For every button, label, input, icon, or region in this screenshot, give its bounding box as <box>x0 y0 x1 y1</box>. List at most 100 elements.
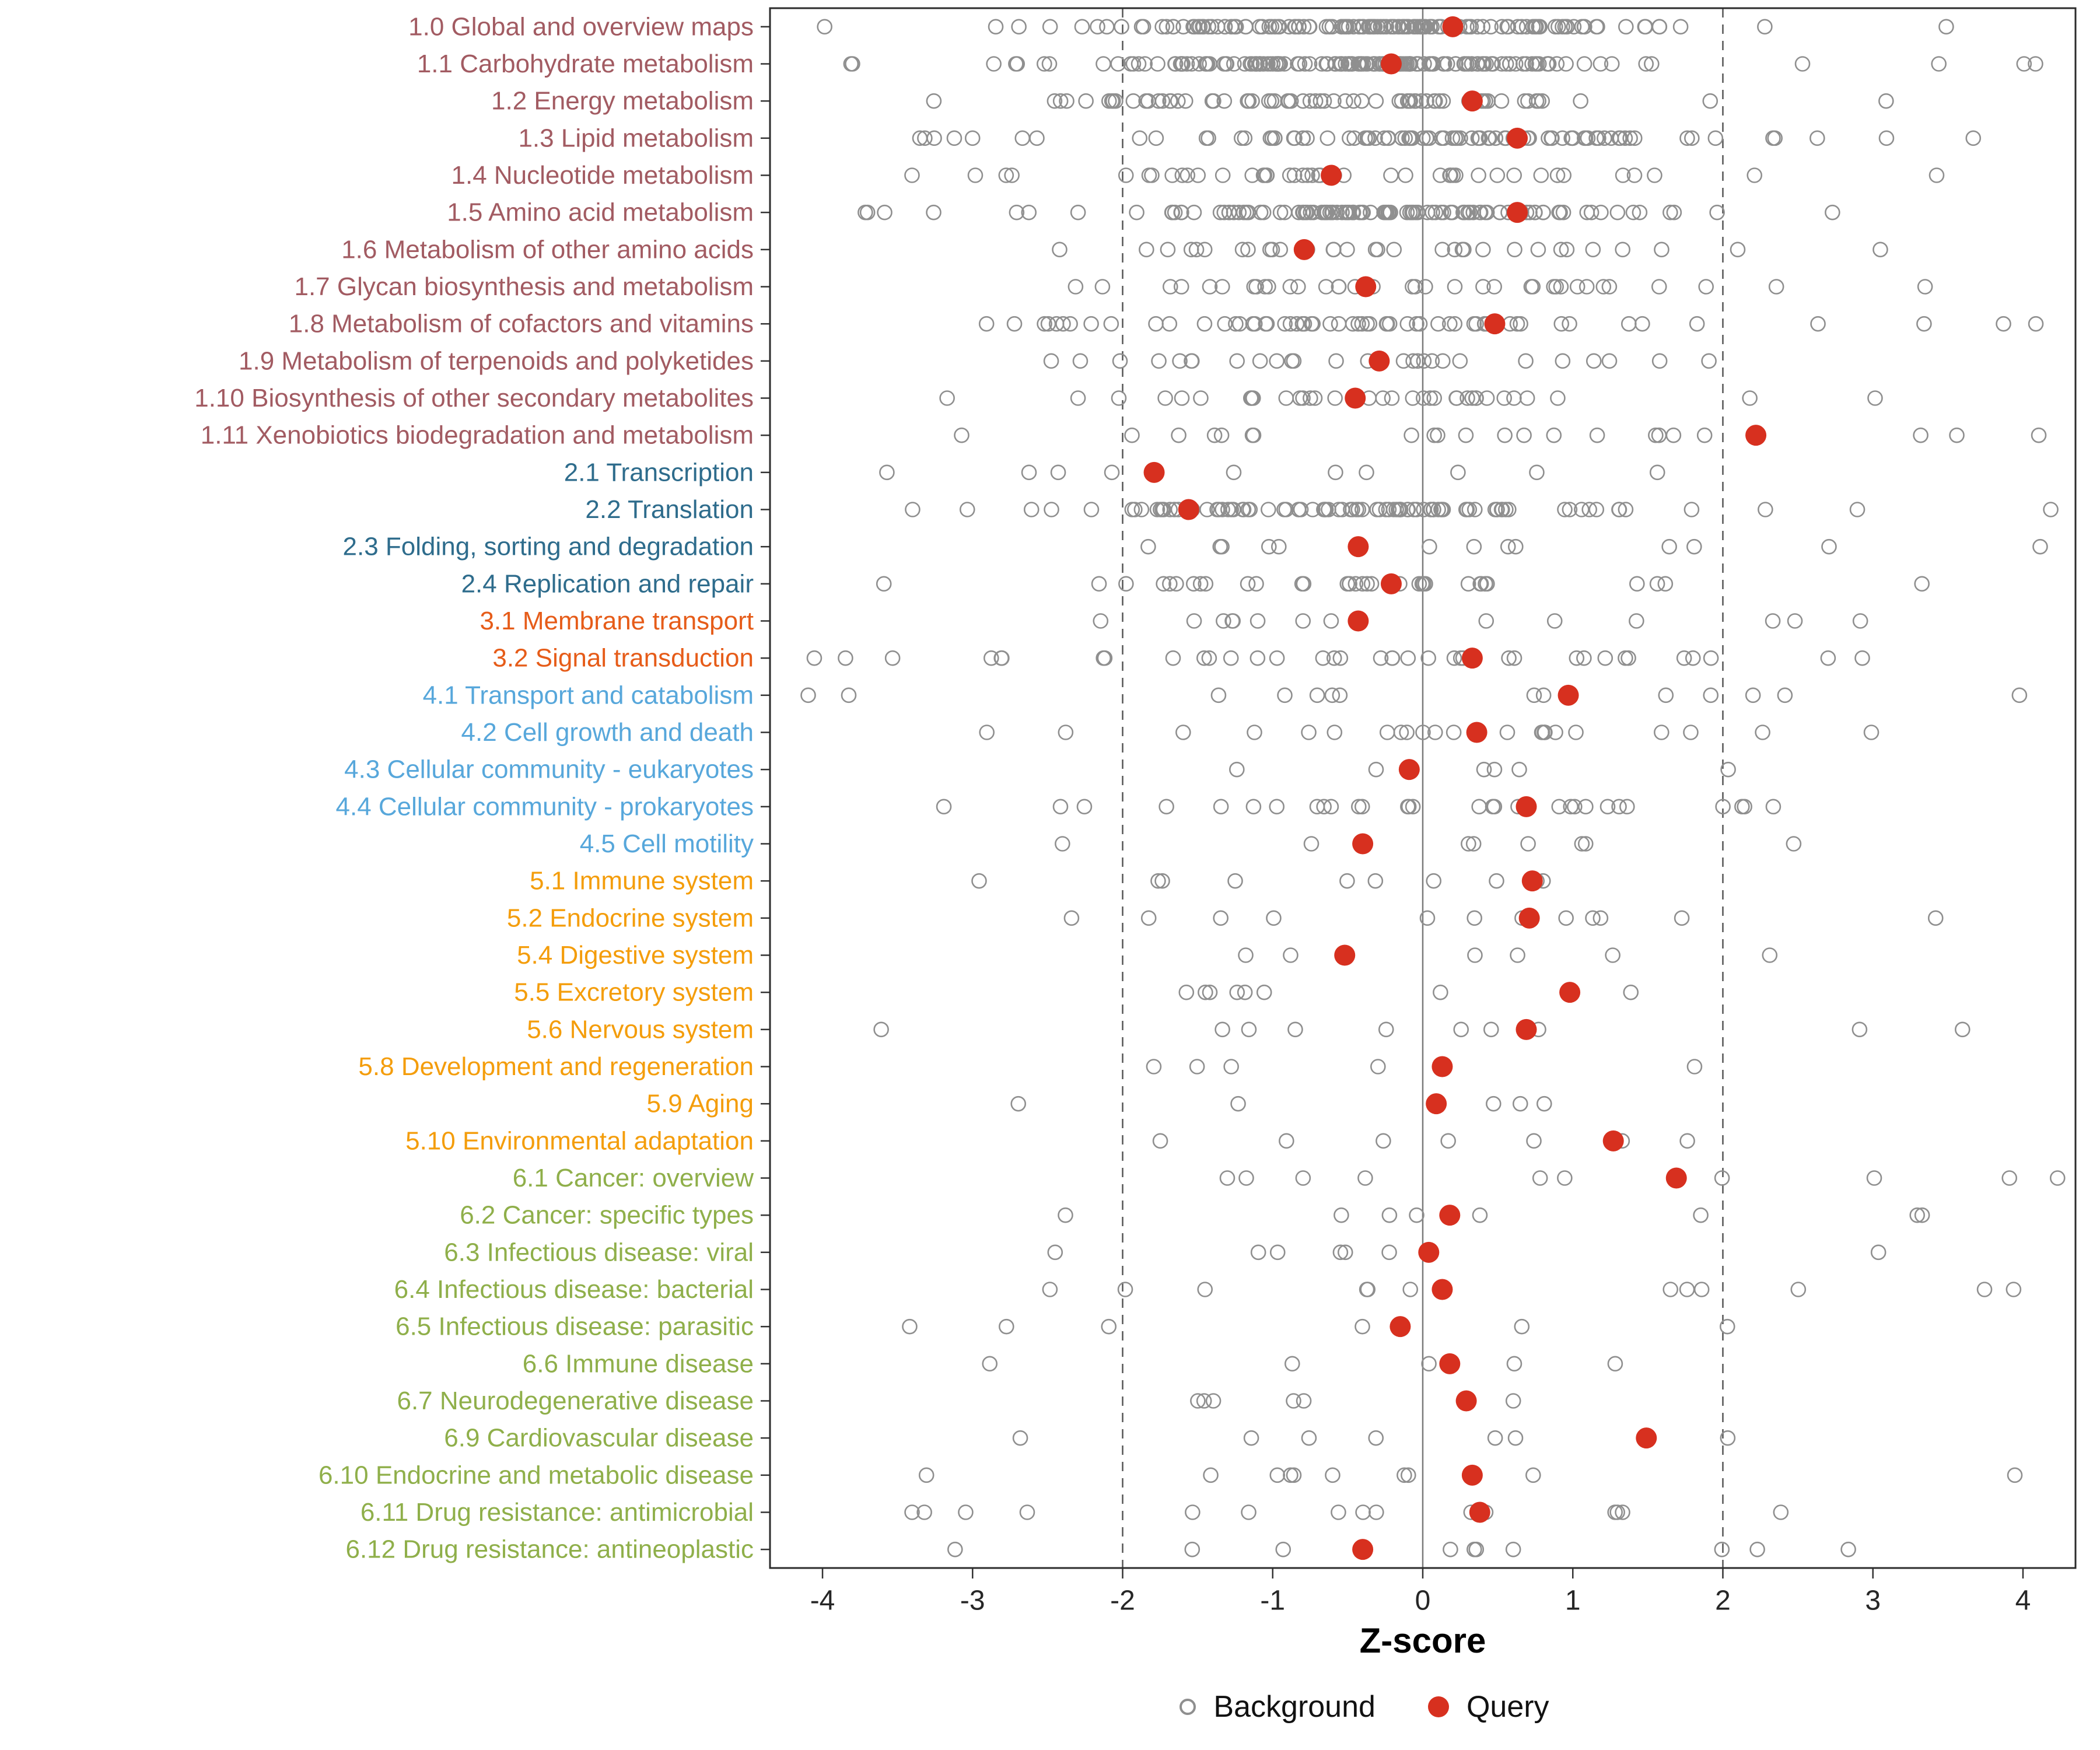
background-point <box>1496 390 1513 406</box>
x-tick-label: 3 <box>1865 1586 1881 1616</box>
background-point <box>1965 130 1982 146</box>
background-point <box>1604 56 1620 72</box>
background-point <box>1261 502 1276 517</box>
row-label: 5.8 Development and regeneration <box>358 1052 754 1081</box>
background-point <box>1277 687 1293 704</box>
background-point <box>1322 316 1338 332</box>
background-point <box>1381 502 1397 517</box>
background-point <box>1008 56 1024 72</box>
background-point <box>1600 799 1616 815</box>
background-point <box>1742 390 1758 406</box>
background-point <box>1637 19 1653 35</box>
background-point <box>1520 836 1536 852</box>
background-point <box>1192 19 1208 35</box>
background-point <box>1644 56 1660 72</box>
background-point <box>1286 167 1303 183</box>
background-point <box>1094 279 1111 295</box>
background-point <box>1460 204 1476 220</box>
background-point <box>917 130 933 146</box>
background-point <box>1237 984 1253 1000</box>
background-point <box>1139 242 1154 258</box>
background-point <box>1409 316 1424 332</box>
background-point <box>1229 984 1245 1000</box>
background-point <box>1684 130 1700 146</box>
background-point <box>1483 56 1499 72</box>
background-point <box>1757 19 1773 35</box>
x-axis-title: Z-score <box>1359 1621 1486 1660</box>
background-point <box>1133 19 1150 35</box>
background-point <box>2001 1170 2018 1186</box>
background-point <box>1252 353 1268 369</box>
background-point <box>1464 130 1480 146</box>
query-point <box>1143 461 1165 483</box>
background-point <box>1482 130 1498 146</box>
background-point <box>1219 1170 1236 1186</box>
background-point <box>1304 167 1320 183</box>
background-point <box>1259 167 1275 183</box>
query-point <box>1432 1056 1453 1077</box>
background-point <box>841 687 857 704</box>
background-point <box>1528 93 1545 109</box>
background-point <box>1167 204 1183 220</box>
query-point <box>1665 1167 1687 1189</box>
background-point <box>1229 761 1245 778</box>
background-point <box>1405 799 1421 815</box>
background-point <box>1326 650 1342 666</box>
background-point <box>1679 130 1695 146</box>
background-point <box>1518 353 1534 369</box>
query-point <box>1636 1427 1657 1449</box>
row-label: 4.2 Cell growth and death <box>461 718 754 747</box>
background-point <box>958 1504 974 1520</box>
background-point <box>1301 56 1318 72</box>
background-point <box>1302 93 1318 109</box>
background-point <box>1132 130 1148 146</box>
row-label: 1.1 Carbohydrate metabolism <box>417 50 754 78</box>
background-point <box>1574 836 1590 852</box>
background-point <box>1411 576 1427 592</box>
background-point <box>1366 56 1382 72</box>
background-point <box>979 724 995 740</box>
background-point <box>884 650 901 666</box>
background-point <box>1485 799 1501 815</box>
background-point <box>1248 576 1264 592</box>
background-point <box>1192 576 1209 592</box>
background-point <box>1383 167 1399 183</box>
background-point <box>1103 316 1119 332</box>
background-point <box>1043 353 1059 369</box>
background-point <box>1931 56 1947 72</box>
background-point <box>1252 56 1269 72</box>
background-point <box>1377 204 1394 220</box>
background-point <box>838 650 853 666</box>
background-point <box>1270 538 1287 555</box>
background-point <box>1037 316 1052 332</box>
background-point <box>1165 650 1181 666</box>
query-point <box>1390 1316 1411 1338</box>
background-point <box>1483 19 1499 35</box>
background-point <box>1399 316 1416 332</box>
background-point <box>1719 1318 1735 1335</box>
background-point <box>1452 353 1468 369</box>
background-point <box>1299 130 1315 146</box>
background-point <box>1550 390 1566 406</box>
background-point <box>1193 390 1209 406</box>
background-point <box>1576 650 1592 666</box>
background-point <box>1404 427 1419 443</box>
background-point <box>1312 93 1329 109</box>
background-point <box>1426 427 1442 443</box>
background-point <box>1223 650 1239 666</box>
background-point <box>1216 93 1233 109</box>
background-point <box>1214 538 1230 555</box>
background-point <box>1295 204 1311 220</box>
background-point <box>1360 56 1376 72</box>
background-point <box>1489 167 1506 183</box>
row-label: 5.6 Nervous system <box>527 1015 754 1044</box>
background-point <box>1510 947 1525 963</box>
background-point <box>1354 1318 1370 1335</box>
background-point <box>1282 279 1298 295</box>
background-point <box>1506 390 1522 406</box>
background-point <box>1514 1318 1530 1335</box>
background-point <box>1359 464 1374 481</box>
query-point <box>1334 944 1356 966</box>
background-point <box>904 1504 920 1520</box>
background-point <box>1501 650 1517 666</box>
